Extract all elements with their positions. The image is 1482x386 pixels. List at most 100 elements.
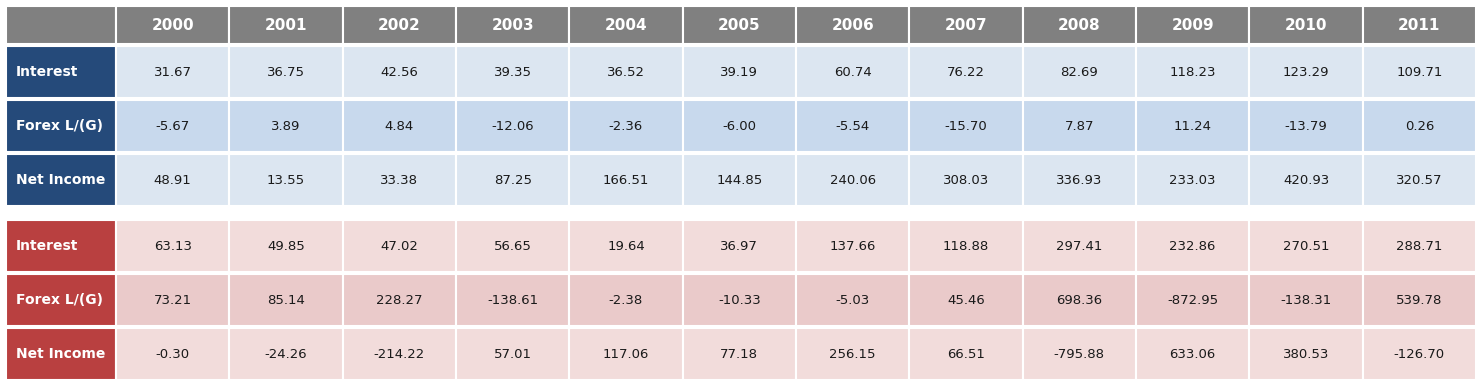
Text: 144.85: 144.85 xyxy=(716,173,762,186)
Text: -138.61: -138.61 xyxy=(488,293,538,306)
Bar xyxy=(569,46,683,98)
Text: -0.30: -0.30 xyxy=(156,347,190,361)
Text: Net Income: Net Income xyxy=(16,173,105,187)
Text: -795.88: -795.88 xyxy=(1054,347,1106,361)
Text: 13.55: 13.55 xyxy=(267,173,305,186)
Text: 36.75: 36.75 xyxy=(267,66,305,78)
Text: 336.93: 336.93 xyxy=(1057,173,1103,186)
Bar xyxy=(910,6,1023,44)
Bar xyxy=(1023,154,1137,206)
Bar xyxy=(796,46,910,98)
Bar xyxy=(1249,220,1362,272)
Bar xyxy=(342,154,456,206)
Bar xyxy=(456,328,569,380)
Bar xyxy=(342,100,456,152)
Text: 240.06: 240.06 xyxy=(830,173,876,186)
Bar xyxy=(910,100,1023,152)
Bar xyxy=(1023,220,1137,272)
Bar xyxy=(910,274,1023,326)
Bar xyxy=(910,154,1023,206)
Bar xyxy=(796,154,910,206)
Text: 420.93: 420.93 xyxy=(1283,173,1329,186)
Bar xyxy=(569,328,683,380)
Text: 2000: 2000 xyxy=(151,17,194,32)
Text: -2.36: -2.36 xyxy=(609,120,643,132)
Bar xyxy=(796,274,910,326)
Text: 380.53: 380.53 xyxy=(1283,347,1329,361)
Bar xyxy=(1249,6,1362,44)
Bar xyxy=(6,100,116,152)
Bar xyxy=(230,274,342,326)
Text: 256.15: 256.15 xyxy=(830,347,876,361)
Text: Interest: Interest xyxy=(16,239,79,253)
Text: 19.64: 19.64 xyxy=(608,239,645,252)
Text: 118.88: 118.88 xyxy=(943,239,988,252)
Text: -5.03: -5.03 xyxy=(836,293,870,306)
Bar xyxy=(456,154,569,206)
Text: 2003: 2003 xyxy=(492,17,534,32)
Bar xyxy=(230,328,342,380)
Text: 7.87: 7.87 xyxy=(1064,120,1094,132)
Bar xyxy=(116,328,230,380)
Text: Forex L/(G): Forex L/(G) xyxy=(16,293,104,307)
Bar xyxy=(1023,6,1137,44)
Bar xyxy=(230,46,342,98)
Text: 57.01: 57.01 xyxy=(494,347,532,361)
Text: 137.66: 137.66 xyxy=(830,239,876,252)
Bar xyxy=(1023,46,1137,98)
Bar xyxy=(1137,274,1249,326)
Text: Net Income: Net Income xyxy=(16,347,105,361)
Text: 117.06: 117.06 xyxy=(603,347,649,361)
Text: 539.78: 539.78 xyxy=(1396,293,1442,306)
Text: 2010: 2010 xyxy=(1285,17,1328,32)
Text: -5.54: -5.54 xyxy=(836,120,870,132)
Text: 85.14: 85.14 xyxy=(267,293,305,306)
Bar xyxy=(1249,328,1362,380)
Bar xyxy=(1137,100,1249,152)
Text: -12.06: -12.06 xyxy=(492,120,534,132)
Text: 4.84: 4.84 xyxy=(385,120,413,132)
Bar xyxy=(1137,220,1249,272)
Text: 2006: 2006 xyxy=(831,17,874,32)
Bar xyxy=(796,328,910,380)
Bar xyxy=(796,100,910,152)
Bar xyxy=(1362,154,1476,206)
Bar xyxy=(910,328,1023,380)
Bar xyxy=(116,100,230,152)
Text: 60.74: 60.74 xyxy=(834,66,871,78)
Text: 11.24: 11.24 xyxy=(1174,120,1212,132)
Bar xyxy=(116,220,230,272)
Bar xyxy=(456,274,569,326)
Bar xyxy=(1023,328,1137,380)
Bar xyxy=(456,6,569,44)
Bar xyxy=(569,274,683,326)
Bar xyxy=(796,6,910,44)
Bar xyxy=(1249,46,1362,98)
Bar xyxy=(342,274,456,326)
Bar xyxy=(230,100,342,152)
Text: 2001: 2001 xyxy=(265,17,307,32)
Bar xyxy=(1362,328,1476,380)
Bar xyxy=(1137,6,1249,44)
Bar xyxy=(116,154,230,206)
Bar xyxy=(796,220,910,272)
Text: 36.52: 36.52 xyxy=(608,66,645,78)
Bar xyxy=(1137,328,1249,380)
Text: -126.70: -126.70 xyxy=(1393,347,1445,361)
Bar xyxy=(6,46,116,98)
Text: 36.97: 36.97 xyxy=(720,239,759,252)
Bar xyxy=(1249,100,1362,152)
Bar xyxy=(1137,46,1249,98)
Bar xyxy=(342,46,456,98)
Text: 63.13: 63.13 xyxy=(154,239,191,252)
Bar xyxy=(6,6,116,44)
Bar xyxy=(1023,100,1137,152)
Text: 228.27: 228.27 xyxy=(376,293,422,306)
Text: 77.18: 77.18 xyxy=(720,347,759,361)
Bar xyxy=(683,328,796,380)
Text: 76.22: 76.22 xyxy=(947,66,986,78)
Bar xyxy=(6,154,116,206)
Bar xyxy=(6,274,116,326)
Text: 308.03: 308.03 xyxy=(943,173,988,186)
Text: -10.33: -10.33 xyxy=(717,293,760,306)
